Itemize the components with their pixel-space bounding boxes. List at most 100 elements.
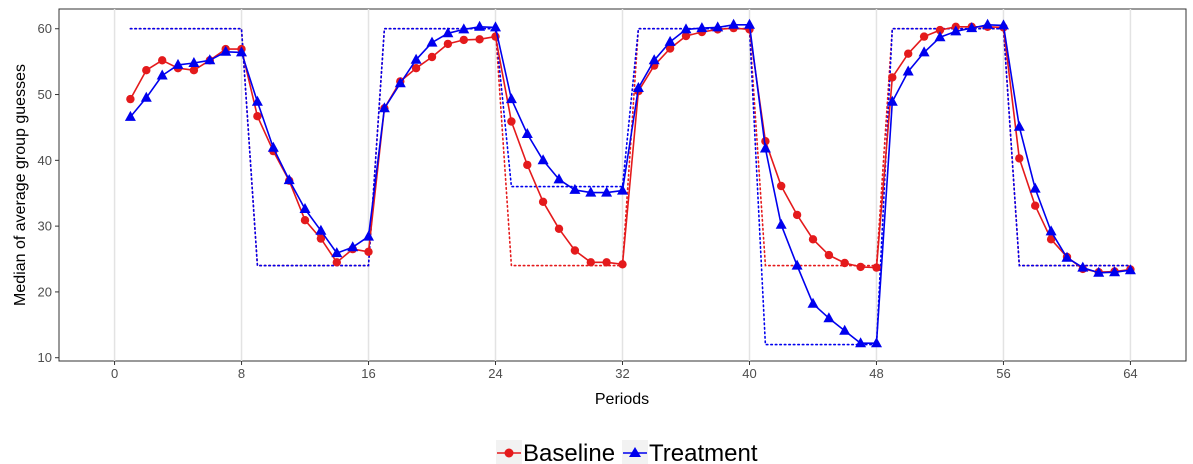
baseline-point (935, 25, 945, 35)
treatment-point (950, 25, 962, 36)
x-tick-label: 64 (1123, 366, 1137, 381)
treatment-point (283, 174, 295, 185)
x-tick-label: 16 (361, 366, 375, 381)
x-tick-label: 40 (742, 366, 756, 381)
baseline-point (618, 260, 627, 269)
baseline-point (777, 181, 786, 191)
target-line-3 (129, 27, 1132, 346)
treatment-point (823, 312, 835, 323)
baseline-point (919, 32, 929, 41)
treatment-point (807, 297, 819, 308)
legend-marker-baseline (504, 448, 514, 458)
baseline-point (602, 258, 611, 267)
treatment-point (902, 65, 914, 76)
treatment-point (299, 203, 311, 213)
baseline-point (761, 137, 770, 146)
baseline-point (364, 247, 373, 256)
baseline-point (904, 49, 913, 58)
baseline-point (1031, 201, 1040, 210)
x-tick-label: 56 (996, 366, 1010, 381)
treatment-point (601, 186, 613, 197)
y-tick-label: 10 (38, 350, 52, 365)
treatment-point (569, 183, 581, 194)
treatment-point (617, 184, 628, 195)
treatment-point (728, 18, 740, 29)
baseline-point (316, 234, 326, 243)
baseline-point (158, 56, 167, 65)
treatment-point (712, 21, 724, 32)
treatment-point (442, 27, 454, 38)
baseline-point (443, 39, 453, 49)
treatment-point (775, 218, 787, 229)
baseline-line (129, 25, 1131, 274)
baseline-point (586, 258, 595, 267)
x-axis-title: Periods (595, 391, 649, 408)
x-tick-label: 32 (615, 366, 629, 381)
treatment-point (680, 23, 692, 34)
treatment-point (172, 58, 184, 69)
treatment-point (251, 95, 263, 106)
baseline-point (332, 258, 341, 267)
treatment-point (1013, 120, 1025, 131)
baseline-point (189, 66, 199, 75)
treatment-point (458, 23, 470, 34)
baseline-point (300, 216, 310, 225)
baseline-point (142, 66, 151, 75)
treatment-point (1077, 261, 1089, 272)
baseline-point (888, 73, 897, 82)
treatment-point (934, 31, 946, 42)
baseline-point (411, 63, 421, 73)
treatment-point (490, 21, 501, 32)
baseline-point (808, 235, 818, 244)
treatment-point (267, 141, 279, 152)
baseline-point (1015, 154, 1024, 163)
baseline-point (824, 250, 834, 260)
treatment-point (1093, 266, 1105, 277)
baseline-point (538, 197, 548, 206)
treatment-point (378, 102, 390, 113)
treatment-point (410, 53, 422, 64)
treatment-point (632, 82, 644, 92)
treatment-point (188, 57, 200, 67)
treatment-line (129, 23, 1131, 345)
treatment-point (220, 45, 232, 56)
baseline-point (570, 246, 580, 255)
treatment-point (648, 54, 660, 65)
baseline-point (459, 35, 468, 45)
y-axis-ticks: 10 20 30 40 50 60 (38, 21, 59, 365)
treatment-point (1124, 264, 1136, 275)
x-tick-label: 24 (488, 366, 502, 381)
baseline-point (872, 263, 881, 272)
baseline-point (554, 224, 564, 233)
treatment-point (553, 173, 565, 184)
baseline-point (1046, 235, 1056, 244)
treatment-point (1045, 225, 1057, 236)
treatment-point (966, 22, 978, 33)
baseline-point (475, 35, 484, 44)
y-tick-label: 60 (38, 21, 52, 36)
legend-label-baseline: Baseline (523, 440, 615, 464)
legend: Baseline Treatment (496, 440, 758, 464)
treatment-point (759, 142, 771, 153)
baseline-point (681, 31, 691, 41)
baseline-point (427, 52, 437, 62)
treatment-point (744, 18, 755, 29)
treatment-point (505, 93, 517, 104)
treatment-point (363, 230, 374, 241)
y-tick-label: 20 (38, 284, 52, 299)
legend-label-treatment: Treatment (649, 440, 758, 464)
treatment-point (1109, 266, 1121, 277)
y-tick-label: 50 (38, 87, 52, 102)
treatment-point (236, 46, 247, 57)
treatment-point (585, 186, 597, 197)
grid-lines (113, 9, 1132, 361)
y-axis-title: Median of average group guesses (12, 64, 29, 306)
y-tick-label: 30 (38, 219, 52, 234)
baseline-point (126, 94, 135, 104)
treatment-point (394, 77, 406, 88)
data-series (124, 18, 1136, 348)
treatment-point (664, 35, 676, 46)
treatment-point (204, 54, 216, 65)
treatment-point (998, 19, 1009, 30)
